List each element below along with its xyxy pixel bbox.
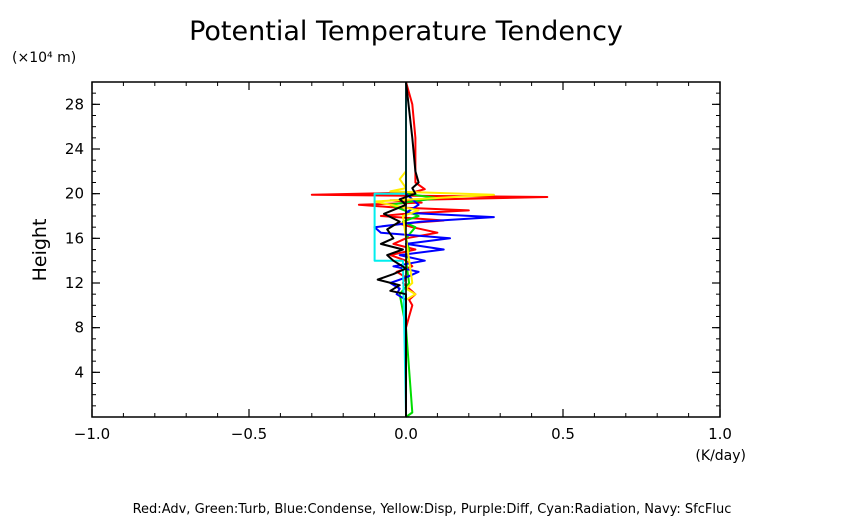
y-tick-label: 16 xyxy=(65,229,84,247)
chart-title: Potential Temperature Tendency xyxy=(189,16,623,47)
tick-layer: −1.0 −0.5 0.0 0.5 1.0 4 8 12 16 20 24 28 xyxy=(65,82,732,443)
y-tick-label: 12 xyxy=(65,274,84,292)
y-tick-label: 20 xyxy=(65,185,84,203)
x-axis-unit: (K/day) xyxy=(695,448,746,464)
plot-frame xyxy=(91,81,721,418)
x-tick-label: 0.5 xyxy=(551,425,575,443)
series-line-navy-sfcfluc xyxy=(376,81,420,417)
series-line-yellow-disp xyxy=(373,82,495,417)
y-tick-label: 24 xyxy=(65,140,84,158)
x-tick-label: −1.0 xyxy=(74,425,110,443)
series-line-green-turb xyxy=(389,82,439,418)
series-line-red-adv xyxy=(310,81,549,417)
y-tick-label: 4 xyxy=(74,363,84,381)
x-tick-label: −0.5 xyxy=(231,425,267,443)
y-tick-label: 28 xyxy=(65,95,84,113)
series-line-blue-condense xyxy=(373,82,495,417)
y-tick-label: 8 xyxy=(74,319,84,337)
y-axis-label: Height xyxy=(29,219,51,282)
x-tick-label: 0.0 xyxy=(394,425,418,443)
legend-text: Red:Adv, Green:Turb, Blue:Condense, Yell… xyxy=(133,502,732,517)
x-tick-label: 1.0 xyxy=(708,425,732,443)
series-layer xyxy=(310,81,549,418)
y-axis-unit: (×10⁴ m) xyxy=(12,50,76,66)
